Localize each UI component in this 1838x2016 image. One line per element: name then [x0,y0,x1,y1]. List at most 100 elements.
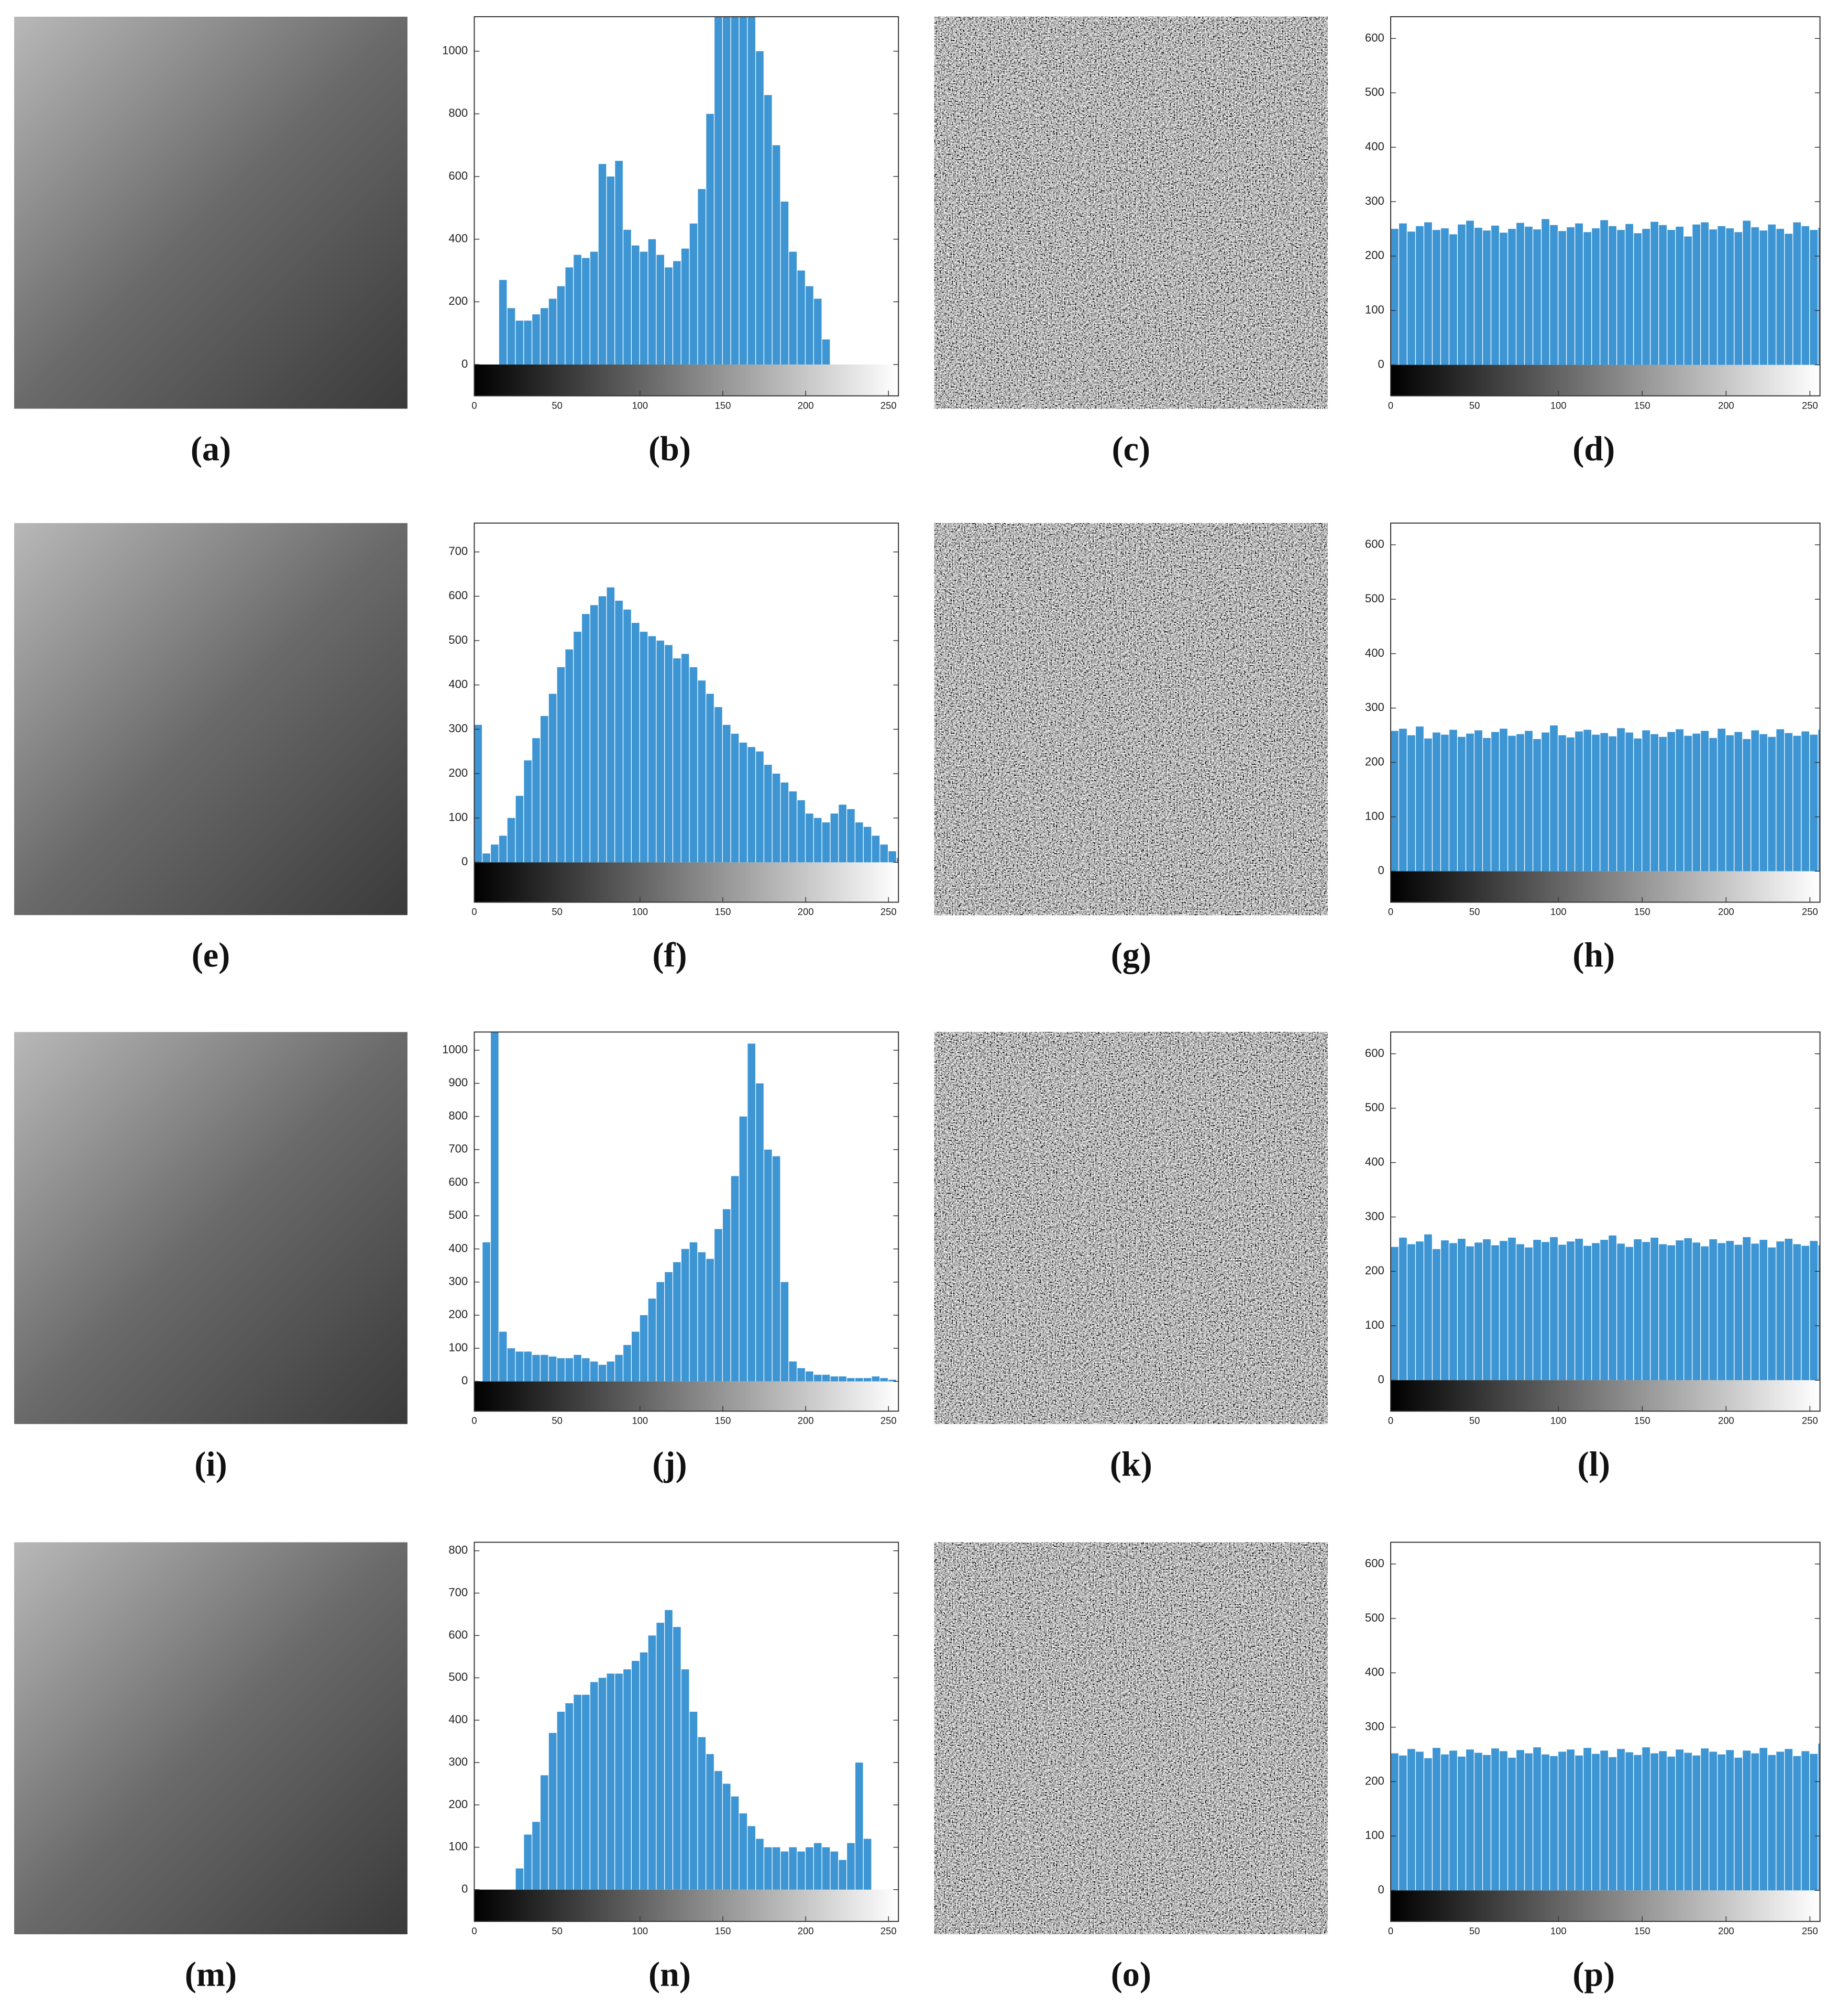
y-tick-label: 300 [448,1755,468,1768]
bar [1592,1243,1600,1381]
bar [1609,1757,1616,1891]
bar [756,1838,764,1890]
bar [772,145,780,365]
y-tick-label: 400 [1365,140,1384,153]
bar [706,114,714,365]
bar [1634,233,1642,365]
bar [1449,1750,1457,1891]
bar [574,632,581,863]
bar [565,1703,574,1890]
bar [640,1315,648,1382]
bar [607,1361,615,1382]
y-tick-label: 100 [1365,809,1384,822]
caption: (k) [1110,1445,1152,1483]
bar [598,596,607,863]
x-tick-label: 50 [552,400,562,411]
bar [1810,734,1818,872]
plot-frame [474,16,899,396]
bar [714,1771,722,1890]
y-tick-label: 500 [448,1670,468,1683]
bar [880,1378,888,1382]
bar [797,800,805,863]
bar [1575,1239,1583,1381]
bar [1785,234,1793,365]
caption: (e) [192,937,230,975]
bar [1424,222,1432,365]
bar [839,1860,846,1890]
x-tick-label: 50 [1469,906,1480,917]
y-tick-label: 500 [1365,85,1384,98]
x-tick-label: 100 [1550,1925,1567,1936]
bar [714,707,722,863]
bar [1709,1751,1718,1891]
bar [689,667,698,863]
bar [1399,1755,1407,1891]
y-tick-label: 300 [448,1275,468,1288]
bar [1575,731,1583,872]
x-tick-label: 100 [632,1415,648,1426]
panel: 0 100 200 300 400 500 600 0 50 100 150 200 250 (l) [1365,1031,1821,1483]
bar [1508,735,1516,872]
bar [731,733,739,863]
bar [1575,1755,1583,1891]
bar [615,1354,623,1382]
bar [1650,1753,1658,1891]
bar [722,724,731,863]
y-tick-label: 400 [448,1713,468,1726]
bar [565,1358,574,1382]
x-tick-label: 150 [715,400,731,411]
bars [1391,219,1820,365]
bar [1751,730,1759,872]
bar [1441,228,1449,365]
panel: 0 100 200 300 400 500 600 700 800 900 1000 0 50 100 15… [442,1031,899,1483]
y-tick-label: 700 [448,1585,468,1599]
bar [1751,227,1759,365]
y-tick-label: 600 [1365,1557,1384,1570]
bar [1684,1753,1692,1891]
bar [764,1149,772,1382]
bar [1759,1748,1768,1891]
bar [1592,1754,1600,1891]
bar [598,1364,607,1382]
bar [739,742,747,863]
caption: (g) [1111,937,1151,975]
bar [1542,219,1549,365]
bar [1542,732,1549,872]
bar [1751,1243,1759,1381]
bar [582,1358,590,1382]
bar [507,818,515,863]
bar [689,223,698,365]
bar [532,314,540,365]
bar [1474,1753,1482,1891]
colorbar [1391,871,1820,902]
bar [739,16,747,365]
bar [1776,1751,1785,1891]
bar [806,813,813,863]
bars [499,16,830,365]
bar [1801,226,1810,365]
panel: (a) [14,16,408,468]
bar [813,1843,822,1890]
y-tick-label: 600 [448,1628,468,1641]
bar [557,1358,565,1382]
bar [1508,1237,1516,1381]
bar [582,1694,590,1890]
caption: (i) [194,1445,227,1483]
bar [1692,1755,1701,1891]
bar [764,95,772,365]
bar [1801,731,1810,872]
bar [1625,1752,1633,1891]
bar [673,1627,681,1890]
y-tick-label: 500 [1365,1611,1384,1624]
bar [1634,1239,1642,1381]
y-tick-label: 700 [448,1142,468,1155]
bar [491,1032,499,1382]
bar [582,258,590,365]
x-tick-label: 250 [881,400,897,411]
x-tick-label: 250 [881,1415,897,1426]
bar [615,600,623,863]
y-tick-label: 600 [448,589,468,602]
bar [1793,1756,1801,1891]
bar [615,161,623,365]
